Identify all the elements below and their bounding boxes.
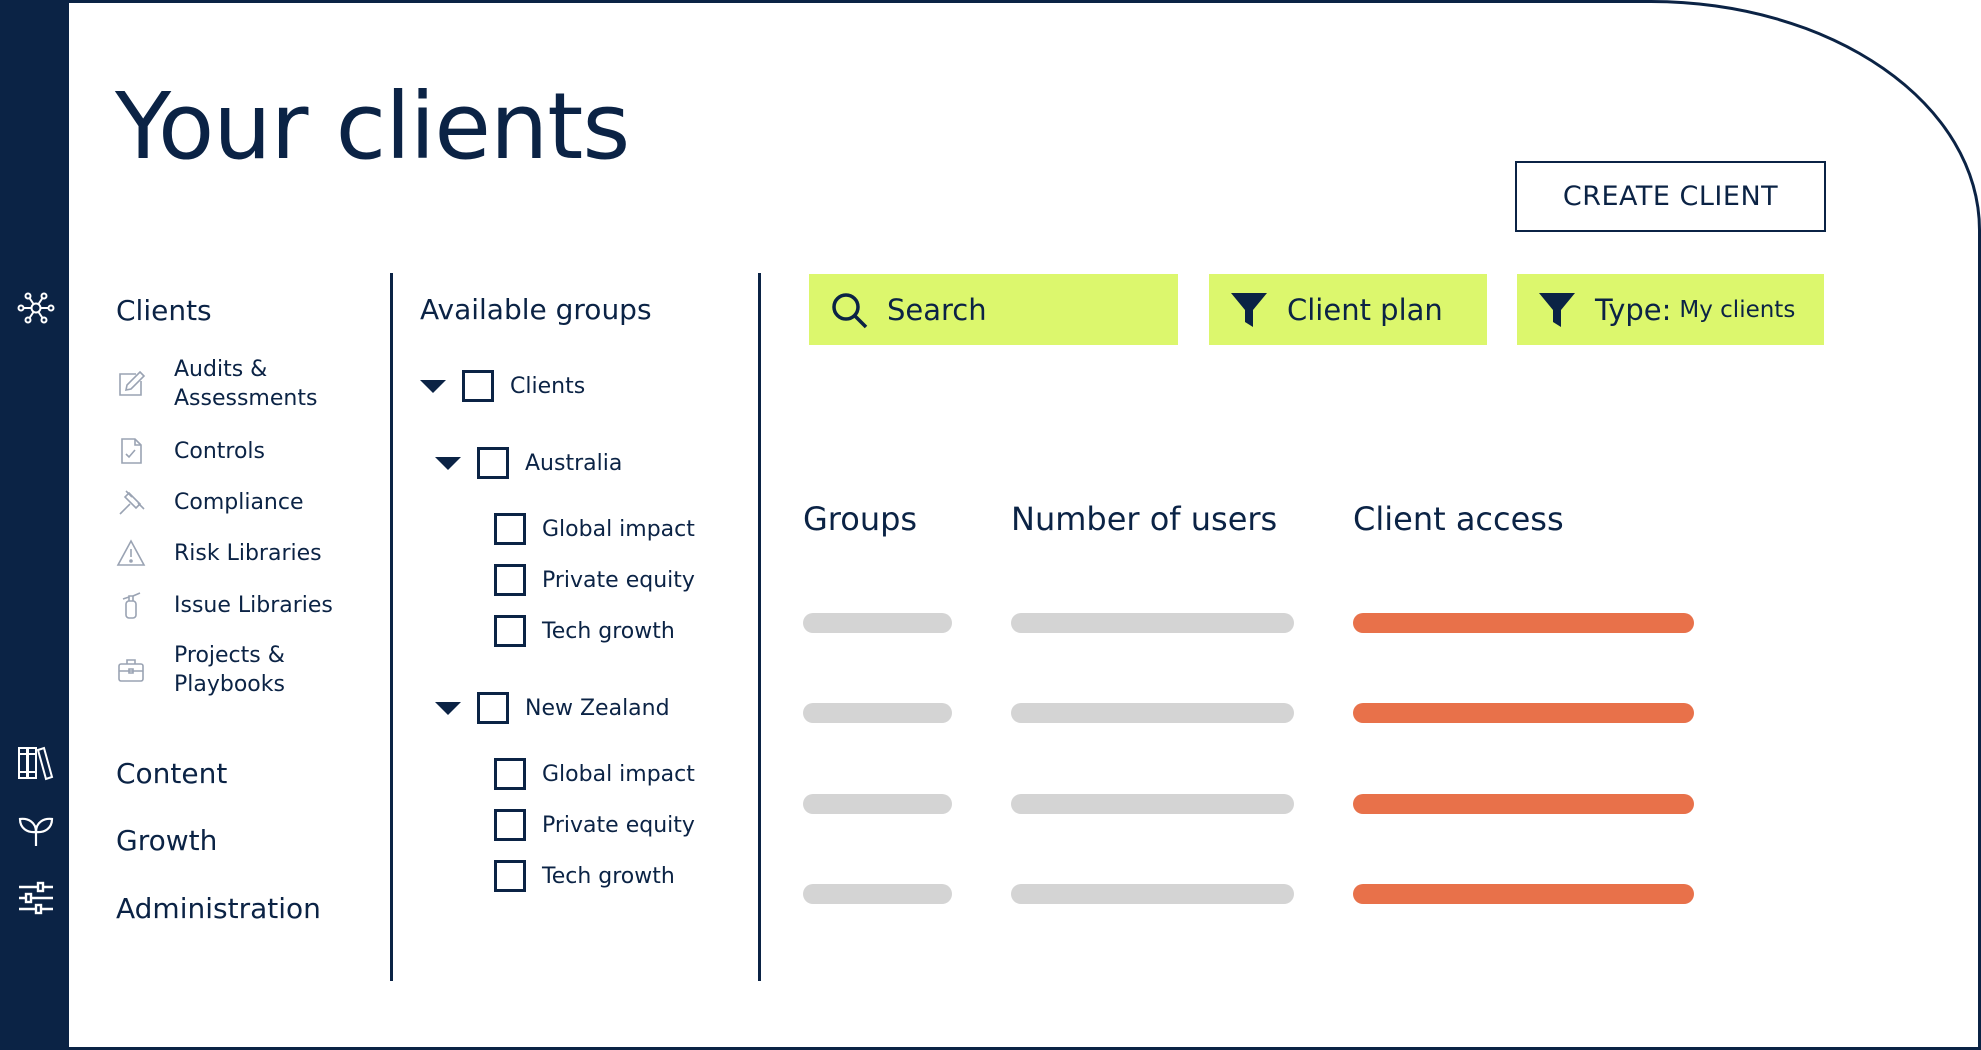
client-access-bar: [1353, 884, 1694, 904]
tree-node-australia[interactable]: Australia: [435, 447, 622, 479]
client-plan-label: Client plan: [1287, 292, 1443, 327]
sprout-icon[interactable]: [16, 810, 56, 850]
column-header-groups: Groups: [803, 500, 918, 538]
column-header-number-of-users: Number of users: [1011, 500, 1278, 538]
available-groups-title: Available groups: [420, 293, 652, 326]
column-header-client-access: Client access: [1353, 500, 1564, 538]
edit-icon: [116, 369, 146, 399]
filter-icon: [1229, 290, 1269, 330]
client-access-bar: [1353, 703, 1694, 723]
filter-icon: [1537, 290, 1577, 330]
sliders-icon[interactable]: [16, 878, 56, 918]
users-placeholder: [1011, 703, 1294, 723]
checkbox[interactable]: [462, 370, 494, 402]
nav-item-label: Controls: [174, 438, 265, 464]
tree-leaf[interactable]: Global impact: [494, 513, 695, 545]
caret-down-icon[interactable]: [435, 701, 461, 715]
extinguisher-icon: [116, 590, 146, 620]
gavel-icon: [116, 487, 146, 517]
nav-item-audits-assessments[interactable]: Audits & Assessments: [116, 355, 344, 413]
checkbox[interactable]: [477, 692, 509, 724]
checkbox[interactable]: [494, 513, 526, 545]
nav-item-issue-libraries[interactable]: Issue Libraries: [116, 590, 344, 620]
tree-node-new-zealand[interactable]: New Zealand: [435, 692, 670, 724]
nav-item-compliance[interactable]: Compliance: [116, 487, 344, 517]
tree-node-clients[interactable]: Clients: [420, 370, 585, 402]
type-filter-label: Type:: [1595, 292, 1672, 327]
caret-down-icon[interactable]: [420, 379, 446, 393]
tree-node-label: Australia: [525, 450, 623, 476]
tree-leaf[interactable]: Tech growth: [494, 860, 675, 892]
nav-heading-growth[interactable]: Growth: [116, 824, 218, 857]
search-icon: [829, 290, 869, 330]
nav-item-label: Issue Libraries: [174, 592, 333, 618]
tree-leaf[interactable]: Global impact: [494, 758, 695, 790]
nav-item-controls[interactable]: Controls: [116, 436, 344, 466]
users-placeholder: [1011, 884, 1294, 904]
nav-item-label: Audits & Assessments: [174, 357, 318, 411]
create-client-button[interactable]: CREATE CLIENT: [1515, 161, 1826, 232]
nav-item-label: Projects & Playbooks: [174, 643, 285, 697]
tree-leaf-label: Tech growth: [542, 618, 675, 644]
tree-leaf-label: Private equity: [542, 812, 695, 838]
checkbox[interactable]: [477, 447, 509, 479]
tree-leaf-label: Global impact: [542, 761, 695, 787]
users-placeholder: [1011, 794, 1294, 814]
divider: [390, 273, 393, 981]
search-field[interactable]: Search: [809, 274, 1178, 345]
tree-node-label: Clients: [510, 373, 586, 399]
checkbox[interactable]: [494, 615, 526, 647]
nav-heading-clients[interactable]: Clients: [116, 294, 212, 327]
nav-item-label: Risk Libraries: [174, 540, 322, 566]
nav-heading-administration[interactable]: Administration: [116, 892, 321, 925]
tree-leaf-label: Tech growth: [542, 863, 675, 889]
tree-leaf[interactable]: Private equity: [494, 564, 695, 596]
search-label: Search: [887, 292, 987, 327]
nav-item-label: Compliance: [174, 489, 304, 515]
tree-leaf-label: Global impact: [542, 516, 695, 542]
client-plan-filter[interactable]: Client plan: [1209, 274, 1487, 345]
tree-leaf[interactable]: Tech growth: [494, 615, 675, 647]
file-check-icon: [116, 436, 146, 466]
network-icon[interactable]: [16, 288, 56, 328]
nav-item-projects-playbooks[interactable]: Projects & Playbooks: [116, 641, 344, 699]
caret-down-icon[interactable]: [435, 456, 461, 470]
groups-placeholder: [803, 613, 952, 633]
icon-rail: [3, 3, 69, 1047]
type-filter-value: My clients: [1679, 296, 1796, 323]
page-title: Your clients: [115, 73, 630, 180]
type-filter[interactable]: Type: My clients: [1517, 274, 1824, 345]
checkbox[interactable]: [494, 809, 526, 841]
briefcase-icon: [116, 655, 146, 685]
checkbox[interactable]: [494, 860, 526, 892]
tree-leaf-label: Private equity: [542, 567, 695, 593]
checkbox[interactable]: [494, 564, 526, 596]
client-access-bar: [1353, 794, 1694, 814]
library-icon[interactable]: [16, 743, 56, 783]
divider: [758, 273, 761, 981]
groups-placeholder: [803, 703, 952, 723]
tree-node-label: New Zealand: [525, 695, 670, 721]
client-access-bar: [1353, 613, 1694, 633]
groups-placeholder: [803, 884, 952, 904]
checkbox[interactable]: [494, 758, 526, 790]
warning-icon: [116, 538, 146, 568]
nav-heading-content[interactable]: Content: [116, 757, 228, 790]
tree-leaf[interactable]: Private equity: [494, 809, 695, 841]
users-placeholder: [1011, 613, 1294, 633]
nav-item-risk-libraries[interactable]: Risk Libraries: [116, 538, 344, 568]
groups-placeholder: [803, 794, 952, 814]
